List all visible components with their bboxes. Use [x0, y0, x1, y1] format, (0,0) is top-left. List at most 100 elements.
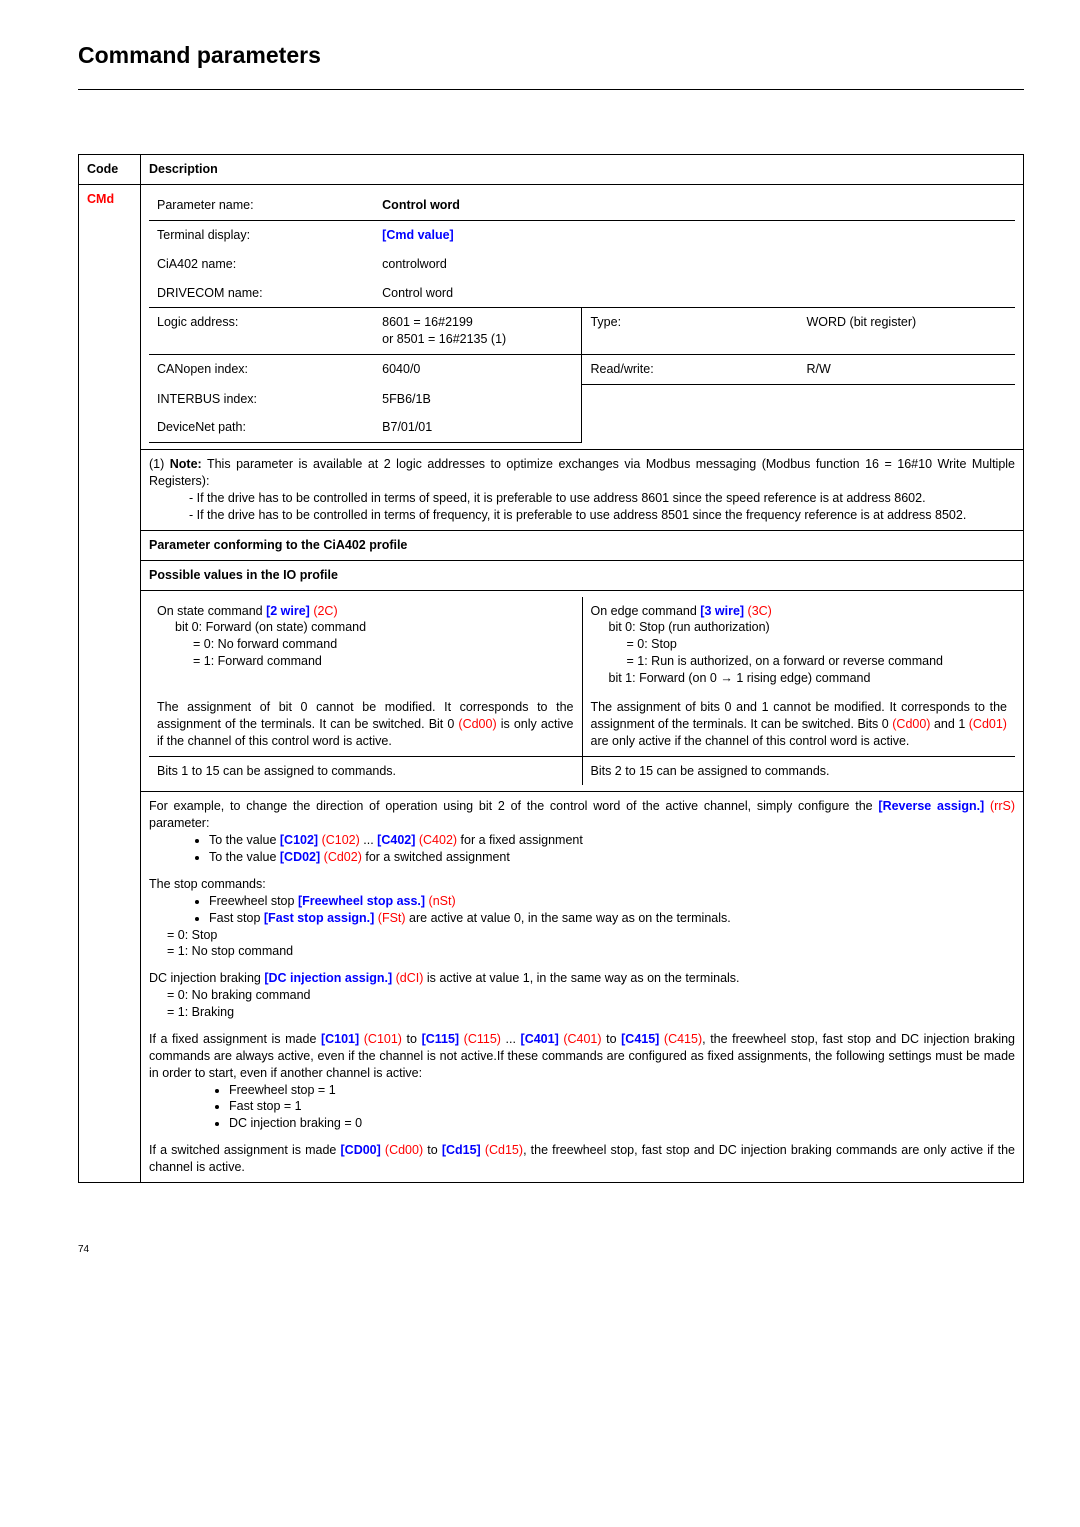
note-line1: This parameter is available at 2 logic a…: [149, 457, 1015, 488]
two-wire-b0: bit 0: Forward (on state) command: [157, 619, 574, 636]
bits-right: Bits 2 to 15 can be assigned to commands…: [582, 756, 1015, 785]
io-profile-row: Possible values in the IO profile: [141, 560, 1024, 590]
terminal-value: [Cmd value]: [374, 220, 582, 249]
empty: [582, 385, 799, 443]
three-wire: On edge command [3 wire] (3C) bit 0: Sto…: [582, 597, 1015, 693]
example-post: parameter:: [149, 816, 209, 830]
param-name-value: Control word: [374, 191, 582, 220]
fs-v1: = 1: No stop command: [149, 943, 1015, 960]
sw-b1: [CD00]: [341, 1143, 381, 1157]
fx-li1: Freewheel stop = 1: [229, 1082, 1015, 1099]
bul2-pre: To the value: [209, 850, 280, 864]
dc-blue: [DC injection assign.]: [264, 971, 392, 985]
stop-title: The stop commands:: [149, 876, 1015, 893]
example-pre: For example, to change the direction of …: [149, 799, 878, 813]
bul2-post: for a switched assignment: [362, 850, 510, 864]
cia-label: CiA402 name:: [149, 250, 374, 279]
fx-r3: (C401): [559, 1032, 602, 1046]
param-name-label: Parameter name:: [149, 191, 374, 220]
canopen-value: 6040/0: [374, 355, 582, 385]
freewheel-stop: Freewheel stop [Freewheel stop ass.] (nS…: [209, 893, 1015, 910]
empty: [798, 385, 1015, 443]
empty: [582, 191, 799, 220]
assign-left-red: (Cd00): [458, 717, 496, 731]
fx-r4: (C415): [659, 1032, 702, 1046]
fx-li3: DC injection braking = 0: [229, 1115, 1015, 1132]
three-wire-v1: = 1: Run is authorized, on a forward or …: [591, 653, 1008, 670]
empty: [582, 279, 799, 308]
type-label: Type:: [582, 308, 799, 355]
fs-red: (FSt): [374, 911, 405, 925]
fs-blue: [Fast stop assign.]: [264, 911, 374, 925]
fixed-pre: If a fixed assignment is made: [149, 1032, 321, 1046]
bul1-r2: (C402): [415, 833, 457, 847]
switched-assign: If a switched assignment is made [CD00] …: [149, 1142, 1015, 1176]
page-number: 74: [78, 1243, 1024, 1257]
dc-line: DC injection braking [DC injection assig…: [149, 970, 1015, 987]
note-lead: (1): [149, 457, 170, 471]
terminal-label: Terminal display:: [149, 220, 374, 249]
bul1-mid: ...: [360, 833, 377, 847]
bul1-b2: [C402]: [377, 833, 415, 847]
cia-value: controlword: [374, 250, 582, 279]
three-wire-pre: On edge command: [591, 604, 701, 618]
empty: [798, 220, 1015, 249]
bul1-r1: (C102): [318, 833, 360, 847]
rev-blue: [Reverse assign.]: [878, 799, 984, 813]
bul1-post: for a fixed assignment: [457, 833, 583, 847]
parameter-table: Code Description CMd Parameter name: Con…: [78, 154, 1024, 1183]
assign-left: The assignment of bit 0 cannot be modifi…: [149, 693, 582, 756]
dc-v1: = 1: Braking: [149, 1004, 1015, 1021]
rw-value: R/W: [798, 355, 1015, 385]
two-wire: On state command [2 wire] (2C) bit 0: Fo…: [149, 597, 582, 693]
devicenet-label: DeviceNet path:: [149, 413, 374, 442]
rev-red: (rrS): [984, 799, 1015, 813]
divider: [78, 89, 1024, 90]
fx-li2: Fast stop = 1: [229, 1098, 1015, 1115]
canopen-label: CANopen index:: [149, 355, 374, 385]
assign-right-red1: (Cd00): [892, 717, 930, 731]
logic-addr-value: 8601 = 16#2199 or 8501 = 16#2135 (1): [374, 308, 582, 355]
three-wire-b1a: bit 1: Forward (on 0: [609, 671, 721, 685]
assign-right: The assignment of bits 0 and 1 cannot be…: [582, 693, 1015, 756]
sw-r2: (Cd15): [481, 1143, 523, 1157]
sw-b2: [Cd15]: [442, 1143, 481, 1157]
three-wire-b0: bit 0: Stop (run authorization): [591, 619, 1008, 636]
three-wire-red: (3C): [744, 604, 772, 618]
two-wire-red: (2C): [310, 604, 338, 618]
drivecom-value: Control word: [374, 279, 582, 308]
note-dash2: If the drive has to be controlled in ter…: [189, 507, 1015, 524]
fx-to1: to: [402, 1032, 422, 1046]
sw-r1: (Cd00): [381, 1143, 423, 1157]
header-description: Description: [141, 155, 1024, 185]
two-wire-blue: [2 wire]: [266, 604, 310, 618]
fx-r2: (C115): [459, 1032, 501, 1046]
code-value: CMd: [87, 192, 114, 206]
logic-addr-label: Logic address:: [149, 308, 374, 355]
two-wire-pre: On state command: [157, 604, 266, 618]
drivecom-label: DRIVECOM name:: [149, 279, 374, 308]
rw-label: Read/write:: [582, 355, 799, 385]
fx-b2: [C115]: [422, 1032, 460, 1046]
note-label: Note:: [170, 457, 202, 471]
three-wire-b1b: 1 rising edge) command: [733, 671, 871, 685]
page-title: Command parameters: [78, 40, 1024, 71]
assign-right-post: are only active if the channel of this c…: [591, 734, 910, 748]
main-block: For example, to change the direction of …: [141, 792, 1024, 1183]
assign-right-red2: (Cd01): [969, 717, 1007, 731]
fx-dots: ...: [501, 1032, 521, 1046]
interbus-value: 5FB6/1B: [374, 385, 582, 414]
fs-pre: Fast stop: [209, 911, 264, 925]
dc-pre: DC injection braking: [149, 971, 264, 985]
wire-cell: On state command [2 wire] (2C) bit 0: Fo…: [141, 590, 1024, 792]
two-wire-v0: = 0: No forward command: [157, 636, 574, 653]
sw-to: to: [423, 1143, 442, 1157]
dc-v0: = 0: No braking command: [149, 987, 1015, 1004]
note-cell: (1) Note: This parameter is available at…: [141, 450, 1024, 531]
fs-v0: = 0: Stop: [149, 927, 1015, 944]
fw-red: (nSt): [425, 894, 456, 908]
fast-stop: Fast stop [Fast stop assign.] (FSt) are …: [209, 910, 1015, 927]
dc-red: (dCI): [392, 971, 423, 985]
bits-left: Bits 1 to 15 can be assigned to commands…: [149, 756, 582, 785]
empty: [798, 191, 1015, 220]
